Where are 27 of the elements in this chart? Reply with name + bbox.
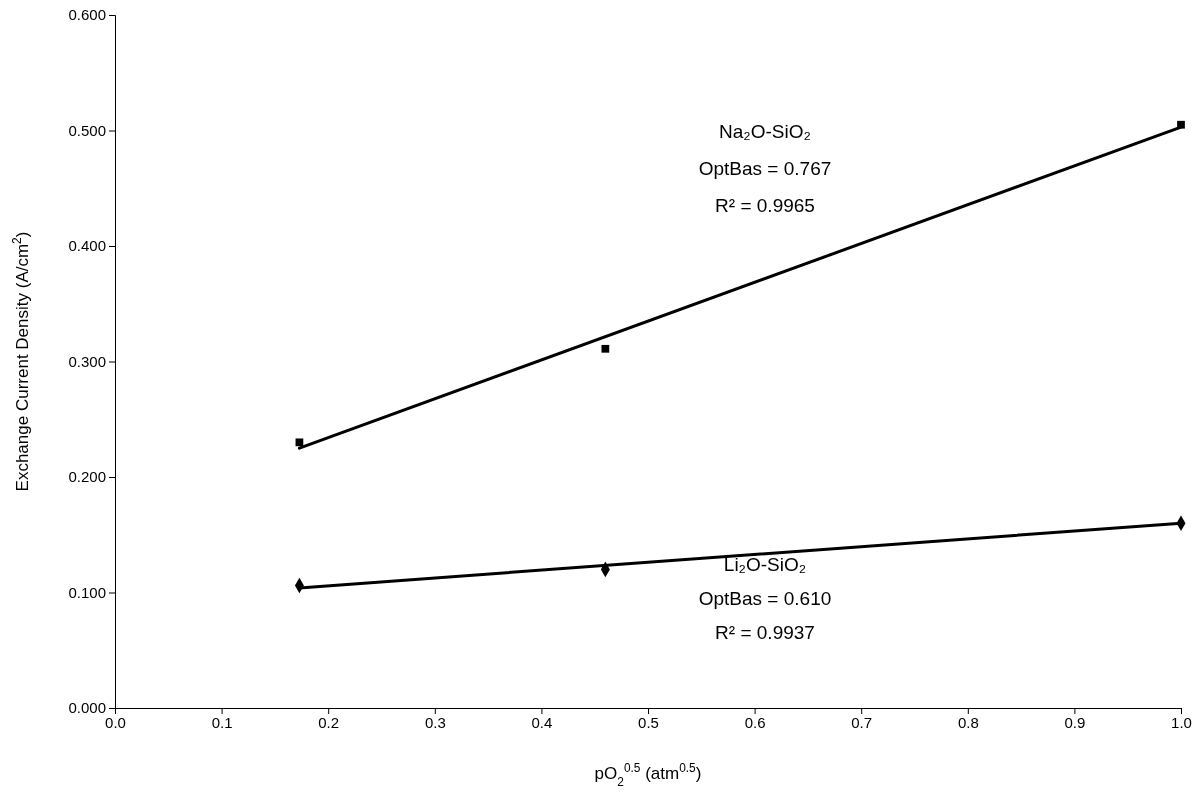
y-tick-label: 0.400	[68, 237, 106, 255]
annotation: OptBas = 0.767	[698, 158, 832, 180]
point	[601, 344, 610, 353]
x-tick-label: 0.8	[957, 713, 979, 731]
x-tick-label: 0.9	[1064, 713, 1086, 731]
y-tick-label: 0.200	[68, 468, 106, 486]
y-tick-label: 0.500	[68, 121, 106, 139]
x-tick-label: 0.1	[211, 713, 233, 731]
x-tick-label: 0.4	[531, 713, 553, 731]
y-tick-label: 0.000	[68, 699, 106, 717]
x-tick-label: 0.6	[744, 713, 766, 731]
annotation: R² = 0.9965	[715, 195, 815, 217]
annotation: Na₂O-SiO₂	[719, 121, 811, 143]
x-tick-label: 0.7	[851, 713, 873, 731]
x-axis-title: pO$_{2}$$^{0.5}$ (atm$^{0.5}$)	[594, 761, 702, 789]
x-tick-label: 0.2	[318, 713, 340, 731]
y-tick-label: 0.300	[68, 352, 106, 370]
y-tick-label: 0.600	[68, 6, 106, 24]
x-tick-label: 0.5	[638, 713, 659, 731]
x-tick-label: 1.0	[1171, 713, 1192, 731]
annotation: R² = 0.9937	[715, 622, 815, 644]
annotation: OptBas = 0.610	[698, 588, 832, 610]
x-tick-label: 0.3	[424, 713, 446, 731]
point	[295, 438, 304, 447]
x-tick-label: 0.0	[105, 713, 126, 731]
y-tick-label: 0.100	[68, 583, 106, 601]
annotation: Li₂O-SiO₂	[723, 554, 807, 576]
